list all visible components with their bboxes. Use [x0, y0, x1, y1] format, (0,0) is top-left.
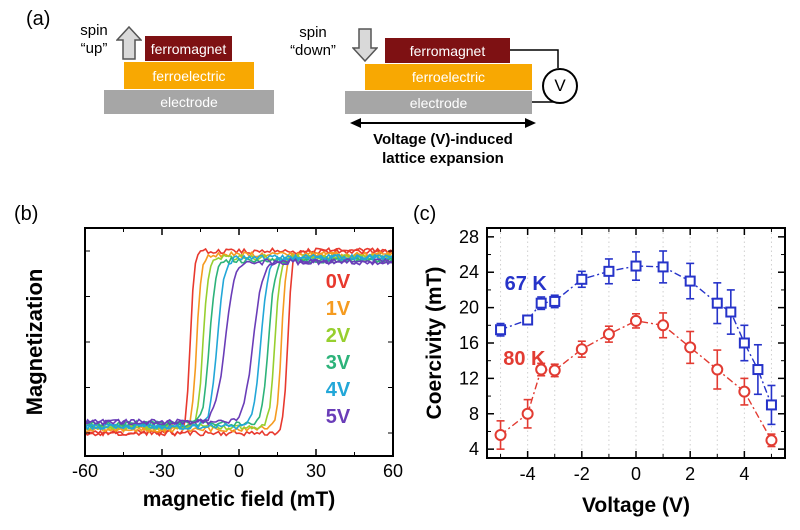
- spin-up-arrow-icon: [116, 26, 142, 60]
- marker-square: [711, 297, 723, 309]
- y-axis-title-c: Coercivity (mT): [425, 267, 446, 420]
- marker-square: [630, 260, 642, 272]
- x-tick-label-c: 0: [631, 464, 641, 484]
- x-tick-label-b: 60: [383, 461, 403, 481]
- legend-3V: 3V: [326, 352, 351, 374]
- expansion-arrow-right-head: [525, 118, 536, 128]
- marker-square: [549, 295, 561, 307]
- spin-down-arrow-shape: [352, 28, 378, 62]
- marker-square: [752, 364, 764, 376]
- marker-square: [522, 314, 534, 326]
- marker-circle: [575, 343, 588, 356]
- spin-down-arrow-icon: [352, 28, 378, 62]
- marker-circle: [521, 407, 534, 420]
- x-tick-label-b: 0: [234, 461, 244, 481]
- layer-ferromagnet-right: ferromagnet: [385, 38, 510, 63]
- y-tick-label-c: 8: [469, 404, 479, 424]
- x-tick-label-c: 4: [739, 464, 749, 484]
- legend-0V: 0V: [326, 271, 351, 293]
- legend-5V: 5V: [326, 406, 351, 428]
- lattice-expansion-caption: Voltage (V)-induced lattice expansion: [348, 130, 538, 168]
- spin-up-label: spin “up”: [70, 22, 118, 58]
- y-tick-label-c: 28: [459, 227, 479, 247]
- marker-square: [738, 337, 750, 349]
- marker-circle: [711, 363, 724, 376]
- y-tick-label-c: 12: [459, 368, 479, 388]
- y-tick-label-c: 24: [459, 262, 479, 282]
- y-tick-label-c: 20: [459, 298, 479, 318]
- marker-circle: [494, 429, 507, 441]
- layer-ferroelectric-left: ferroelectric: [124, 62, 254, 89]
- legend-4V: 4V: [326, 379, 351, 401]
- spin-down-line1: spin: [299, 24, 327, 41]
- spin-up-line2: “up”: [80, 40, 108, 57]
- series-label-67K: 67 K: [505, 273, 548, 295]
- y-tick-label-c: 4: [469, 439, 479, 459]
- layer-ferromagnet-left: ferromagnet: [145, 36, 232, 61]
- marker-circle: [738, 385, 751, 398]
- marker-square: [684, 275, 696, 287]
- marker-circle: [602, 328, 615, 341]
- panel-a: (a) spin “up” ferromagnet ferroelectric …: [0, 0, 800, 200]
- marker-square: [657, 261, 669, 273]
- x-tick-label-b: -60: [72, 461, 98, 481]
- y-axis-title-b: Magnetization: [22, 269, 47, 416]
- layer-ferroelectric-right: ferroelectric: [365, 64, 532, 90]
- expansion-arrow-left-head: [350, 118, 361, 128]
- series-label-80K: 80 K: [503, 348, 546, 370]
- marker-circle: [535, 363, 548, 376]
- magnetization-chart: -60 -30 0 30 60 0V 1V 2V 3V 4V 5V magnetic field (m…: [22, 227, 403, 511]
- marker-circle: [630, 314, 642, 327]
- lattice-expansion-arrow-icon: [350, 118, 536, 128]
- x-tick-label-c: -2: [574, 464, 590, 484]
- marker-square: [765, 399, 777, 411]
- panel-c-label: (c): [413, 203, 437, 225]
- x-tick-label-c: -4: [520, 464, 536, 484]
- spin-down-label: spin “down”: [284, 24, 342, 60]
- marker-circle: [548, 364, 561, 377]
- marker-square: [495, 324, 507, 336]
- marker-square: [576, 273, 588, 285]
- y-tick-label-c: 16: [459, 333, 479, 353]
- caption-line2: lattice expansion: [382, 150, 504, 167]
- marker-square: [725, 306, 737, 318]
- legend-1V: 1V: [326, 298, 351, 320]
- spin-down-line2: “down”: [290, 42, 336, 59]
- panel-a-label: (a): [26, 8, 51, 30]
- x-axis-title-b: magnetic field (mT): [143, 488, 336, 511]
- marker-circle: [684, 341, 697, 354]
- marker-circle: [765, 434, 778, 447]
- spin-up-line1: spin: [80, 22, 108, 39]
- panel-b-label: (b): [14, 203, 39, 225]
- marker-circle: [657, 319, 670, 332]
- layer-electrode-left: electrode: [104, 90, 274, 114]
- x-tick-label-b: -30: [149, 461, 175, 481]
- layer-electrode-right: electrode: [345, 91, 532, 114]
- legend-2V: 2V: [326, 325, 351, 347]
- marker-square: [535, 297, 547, 309]
- x-axis-title-c: Voltage (V): [582, 494, 690, 517]
- x-tick-label-c: 2: [685, 464, 695, 484]
- caption-line1: Voltage (V)-induced: [373, 131, 513, 148]
- x-tick-label-b: 30: [306, 461, 326, 481]
- spin-up-arrow-shape: [116, 26, 142, 60]
- voltmeter-symbol: V: [542, 68, 578, 104]
- marker-square: [603, 265, 615, 277]
